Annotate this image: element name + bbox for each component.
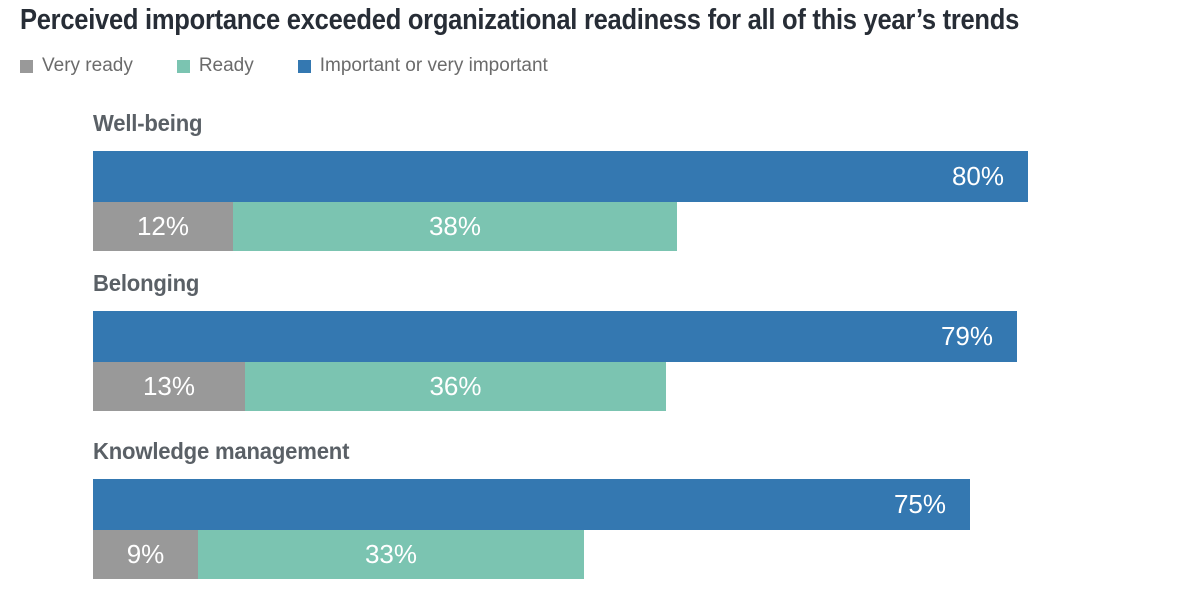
very-ready-segment-value-label: 9% [126,539,165,569]
importance-value-label: 75% [893,489,946,519]
very-ready-segment: 9% [93,530,198,579]
readiness-stack-belonging: 13% 36% [93,362,666,411]
ready-segment: 38% [233,202,677,251]
readiness-stack-knowledge-management: 9% 33% [93,530,584,579]
legend-swatch-important-or-very-important [297,59,311,73]
ready-segment-value-label: 36% [429,371,482,401]
importance-bar-well-being: 80% [93,151,1028,202]
legend-item-ready: Ready [176,55,254,77]
very-ready-segment: 12% [93,202,233,251]
ready-segment-value-label: 38% [428,211,482,241]
legend-label: Ready [198,55,254,76]
legend-swatch-ready [176,59,190,73]
legend-item-very-ready: Very ready [20,55,133,77]
legend-label: Very ready [42,55,133,76]
importance-bar-belonging: 79% [93,311,1017,362]
legend-swatch-very-ready [20,59,33,73]
very-ready-segment: 13% [93,362,245,411]
legend-label: Important or very important [319,55,548,76]
importance-value-label: 79% [940,321,993,351]
category-label-well-being: Well-being [93,110,203,136]
very-ready-segment-value-label: 12% [136,211,190,241]
very-ready-segment-value-label: 13% [142,371,196,401]
legend: Very ready Ready Important or very importa… [20,55,592,77]
chart-title: Perceived importance exceeded organizati… [20,4,1020,36]
ready-segment: 36% [245,362,666,411]
importance-value-label: 80% [951,161,1004,191]
ready-segment: 33% [198,530,584,579]
ready-segment-value-label: 33% [364,539,418,569]
category-label-knowledge-management: Knowledge management [93,438,350,464]
readiness-stack-well-being: 12% 38% [93,202,677,251]
legend-item-important-or-very-important: Important or very important [297,55,548,77]
category-label-belonging: Belonging [93,270,200,296]
importance-bar-knowledge-management: 75% [93,479,970,530]
